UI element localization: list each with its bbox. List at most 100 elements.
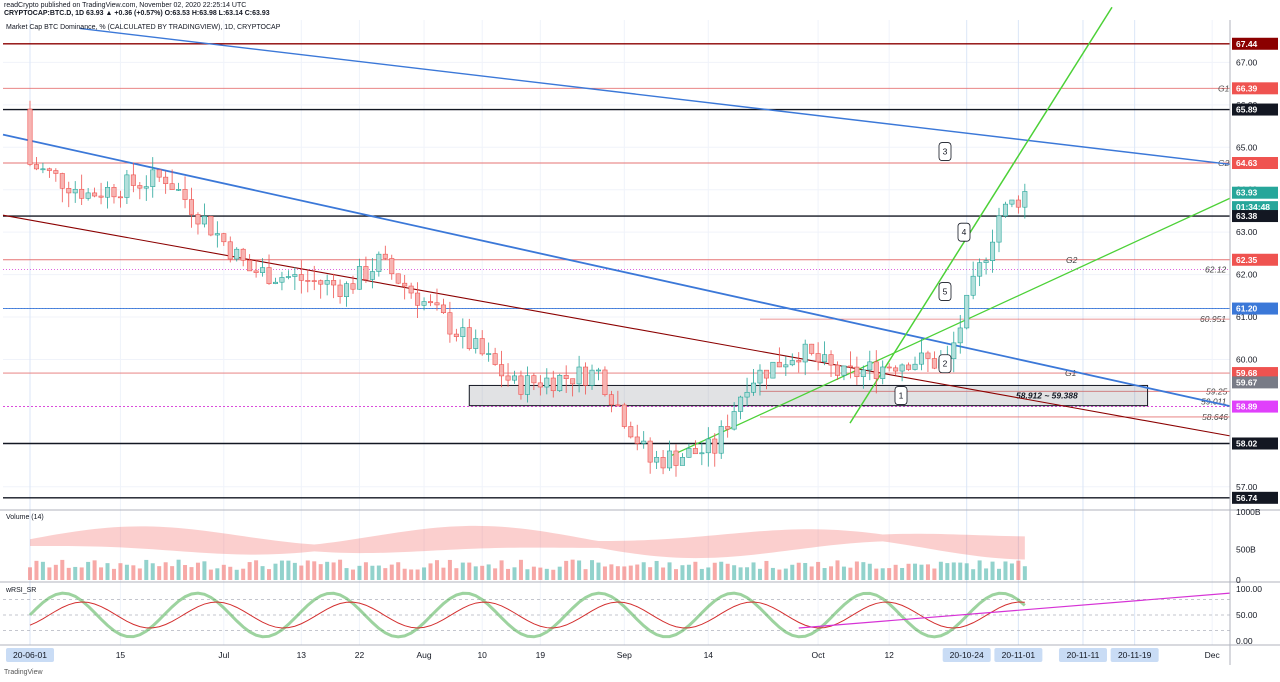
candle-body (776, 361, 782, 368)
candle-body (886, 366, 892, 369)
candle-body (453, 333, 459, 337)
volume-bar (163, 562, 168, 580)
candle-body (511, 375, 517, 381)
price-badge-label: 56.74 (1236, 493, 1258, 503)
volume-bar (848, 567, 853, 580)
callout-label: 4 (962, 227, 967, 237)
x-tick-label: Oct (812, 650, 826, 660)
candle-body (298, 274, 304, 281)
rsi-trendline (798, 592, 1231, 629)
volume-bar (124, 564, 129, 580)
candle-body (447, 312, 453, 335)
x-tick-highlight (6, 648, 54, 662)
volume-bar (467, 562, 472, 580)
candle-body (880, 366, 886, 379)
candle-body (150, 169, 156, 187)
volume-bar (938, 561, 943, 580)
candle-body (841, 365, 847, 376)
candle-body (505, 375, 511, 381)
green-trendline-slow (667, 197, 1231, 458)
volume-bar (835, 560, 840, 580)
volume-bar (951, 562, 956, 580)
candle-body (72, 188, 78, 194)
callout-box (894, 386, 908, 405)
candle-body (679, 457, 685, 466)
candle-body (854, 366, 860, 377)
level-annotation: 59.011 (1201, 396, 1227, 406)
volume-bar (919, 564, 924, 580)
candle-body (544, 377, 550, 388)
candle-body (466, 327, 472, 349)
volume-bar (512, 567, 517, 580)
x-tick-label: 12 (884, 650, 894, 660)
volume-bar (757, 568, 762, 580)
x-tick-label: 22 (355, 650, 365, 660)
candle-body (27, 108, 33, 165)
rsi-signal (29, 601, 1025, 629)
candle-body (912, 363, 918, 370)
volume-bar (370, 565, 375, 580)
candle-body (893, 367, 899, 372)
volume-bar (79, 567, 84, 580)
volume-bar (518, 559, 523, 580)
candle-body (408, 285, 414, 294)
candle-body (434, 302, 440, 306)
volume-bar (583, 569, 588, 580)
candle-body (440, 304, 446, 313)
volume-bar (273, 563, 278, 580)
candle-body (279, 277, 285, 283)
volume-bar (770, 567, 775, 580)
candle-body (492, 353, 498, 365)
volume-bar (299, 565, 304, 580)
x-tick-label: 14 (704, 650, 714, 660)
y-tick-label: 57.00 (1236, 482, 1258, 492)
candles[interactable] (27, 100, 1028, 477)
candle-body (906, 364, 912, 370)
volume-bar (971, 569, 976, 580)
candle-body (382, 253, 388, 259)
candle-body (421, 301, 427, 306)
candle-body (996, 215, 1002, 243)
volume-bar (105, 563, 110, 580)
axes: 67.0066.0065.0064.0063.0062.0061.0060.00… (0, 20, 1280, 665)
candle-body (828, 354, 834, 366)
candle-body (195, 214, 201, 225)
volume-bar (99, 567, 104, 580)
volume-bar (686, 564, 691, 580)
volume-bar (628, 565, 633, 580)
maroon-trendline (2, 214, 1231, 437)
candle-body (98, 195, 104, 198)
candle-body (66, 188, 72, 194)
candle-body (570, 378, 576, 385)
candle-body (395, 273, 401, 284)
volume-bar (460, 562, 465, 580)
volume-bar (635, 564, 640, 580)
volume-bar (932, 568, 937, 580)
candle-body (576, 366, 582, 385)
volume-bar (338, 559, 343, 580)
candle-body (169, 183, 175, 190)
price-badge (1232, 491, 1278, 504)
price-badge-label: 59.67 (1236, 377, 1258, 387)
price-badge-label: 63.38 (1236, 211, 1258, 221)
candle-body (92, 192, 98, 197)
candle-body (402, 282, 408, 287)
volume-title: Volume (14) (6, 514, 44, 521)
volume-bar (544, 568, 549, 580)
candle-body (473, 338, 479, 349)
y-tick-label: 62.00 (1236, 270, 1258, 280)
volume-bar (1003, 561, 1008, 580)
volume-bar (822, 568, 827, 580)
candle-body (964, 294, 970, 329)
volume-bar (267, 569, 272, 580)
callout-box (957, 222, 971, 242)
volume-bar (150, 563, 155, 580)
candle-body (860, 369, 866, 377)
volume-bar (422, 567, 427, 580)
price-badge-label: 01:34:48 (1236, 202, 1270, 212)
price-badge-label: 64.63 (1236, 158, 1258, 168)
price-badge (1232, 103, 1278, 116)
volume-bar (396, 562, 401, 580)
level-tag: G1 (1218, 83, 1230, 93)
